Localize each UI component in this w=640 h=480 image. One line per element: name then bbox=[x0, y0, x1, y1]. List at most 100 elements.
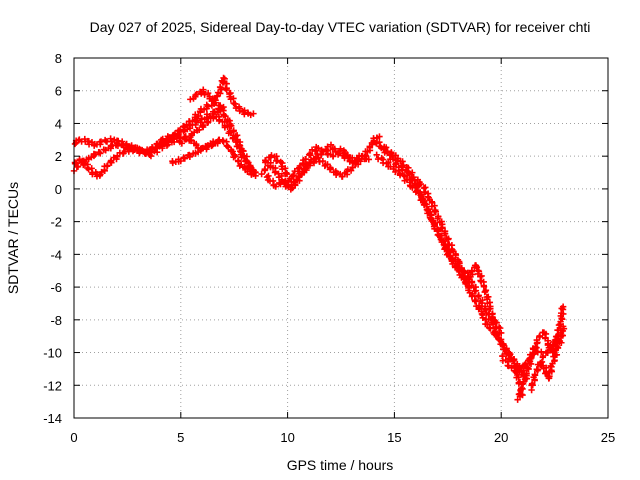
data-point bbox=[285, 177, 292, 184]
data-point bbox=[473, 264, 481, 271]
data-point bbox=[283, 170, 291, 178]
data-point bbox=[389, 153, 396, 161]
data-point bbox=[392, 168, 399, 176]
data-point bbox=[262, 158, 270, 165]
y-tick-label: -14 bbox=[43, 411, 62, 426]
data-point bbox=[445, 250, 452, 257]
data-point bbox=[559, 316, 566, 323]
data-point bbox=[533, 366, 540, 373]
data-point bbox=[549, 342, 557, 350]
data-point bbox=[400, 172, 408, 179]
data-point bbox=[411, 177, 418, 184]
data-point bbox=[492, 331, 500, 338]
data-point bbox=[282, 165, 289, 172]
data-point bbox=[194, 117, 201, 124]
data-point bbox=[544, 348, 551, 356]
data-point bbox=[522, 360, 529, 367]
data-point bbox=[183, 135, 190, 143]
data-point bbox=[457, 266, 465, 273]
data-point bbox=[538, 348, 545, 355]
data-point bbox=[515, 391, 523, 398]
data-point bbox=[277, 180, 284, 188]
data-point bbox=[96, 172, 104, 179]
data-point bbox=[217, 84, 224, 91]
data-point bbox=[332, 148, 339, 156]
data-point bbox=[213, 93, 221, 100]
data-point bbox=[261, 166, 269, 174]
data-point bbox=[539, 354, 547, 361]
data-point bbox=[319, 157, 327, 165]
data-point bbox=[327, 141, 335, 149]
data-point bbox=[314, 144, 322, 152]
data-point bbox=[526, 355, 533, 363]
data-point bbox=[432, 208, 440, 215]
data-point bbox=[354, 161, 362, 168]
data-point bbox=[298, 170, 305, 178]
data-point bbox=[489, 313, 496, 321]
data-point bbox=[496, 324, 504, 332]
data-point bbox=[231, 153, 239, 160]
data-point bbox=[143, 148, 150, 155]
data-point bbox=[456, 259, 463, 267]
data-point bbox=[178, 140, 186, 147]
series-8 bbox=[263, 152, 372, 193]
data-point bbox=[221, 75, 228, 82]
data-point bbox=[171, 130, 179, 137]
data-point bbox=[461, 269, 468, 277]
data-point bbox=[104, 162, 111, 169]
data-point bbox=[421, 201, 428, 209]
data-point bbox=[92, 151, 99, 158]
data-point bbox=[436, 232, 444, 239]
data-point bbox=[495, 336, 503, 343]
data-point bbox=[438, 225, 445, 232]
data-point bbox=[195, 126, 203, 134]
data-point bbox=[487, 325, 494, 332]
data-point bbox=[523, 370, 530, 377]
data-point bbox=[258, 170, 265, 178]
y-tick-label: -10 bbox=[43, 346, 62, 361]
data-point bbox=[344, 166, 352, 173]
data-point bbox=[169, 159, 176, 167]
data-point bbox=[471, 298, 479, 305]
data-point bbox=[395, 167, 403, 174]
data-point bbox=[481, 288, 488, 296]
data-point bbox=[516, 367, 524, 374]
data-point bbox=[222, 113, 229, 120]
data-point bbox=[480, 282, 488, 289]
data-point bbox=[410, 174, 417, 181]
x-axis-label: GPS time / hours bbox=[287, 457, 394, 473]
data-point bbox=[419, 196, 427, 203]
data-point bbox=[487, 305, 494, 312]
data-point bbox=[203, 143, 211, 151]
data-point bbox=[306, 150, 314, 157]
data-point bbox=[123, 140, 130, 148]
y-tick-label: 8 bbox=[55, 51, 62, 66]
data-point bbox=[96, 149, 103, 156]
data-point bbox=[417, 180, 424, 188]
data-point bbox=[85, 166, 92, 173]
data-point bbox=[388, 150, 395, 157]
data-point bbox=[338, 173, 346, 180]
x-tick-label: 5 bbox=[177, 430, 184, 445]
data-point bbox=[448, 256, 455, 263]
data-point bbox=[223, 86, 230, 94]
data-point bbox=[198, 144, 206, 152]
data-point bbox=[557, 329, 565, 337]
data-point bbox=[427, 215, 435, 222]
data-point bbox=[227, 122, 235, 130]
data-point bbox=[483, 321, 491, 328]
data-point bbox=[548, 363, 555, 371]
data-series bbox=[70, 74, 568, 403]
chart-title: Day 027 of 2025, Sidereal Day-to-day VTE… bbox=[90, 19, 591, 35]
data-point bbox=[181, 155, 189, 162]
y-tick-label: 6 bbox=[55, 84, 62, 99]
data-point bbox=[319, 148, 327, 155]
axis-ticks: 0 5 10 15 20 25 -14 -12 -10 -8 -6 -4 -2 0 2 4 6 8 bbox=[43, 51, 615, 445]
data-point bbox=[229, 148, 236, 155]
data-point bbox=[502, 346, 509, 353]
series-15 bbox=[499, 329, 565, 375]
data-point bbox=[474, 293, 482, 300]
data-point bbox=[545, 344, 553, 351]
x-tick-label: 10 bbox=[280, 430, 294, 445]
data-point bbox=[551, 357, 558, 365]
